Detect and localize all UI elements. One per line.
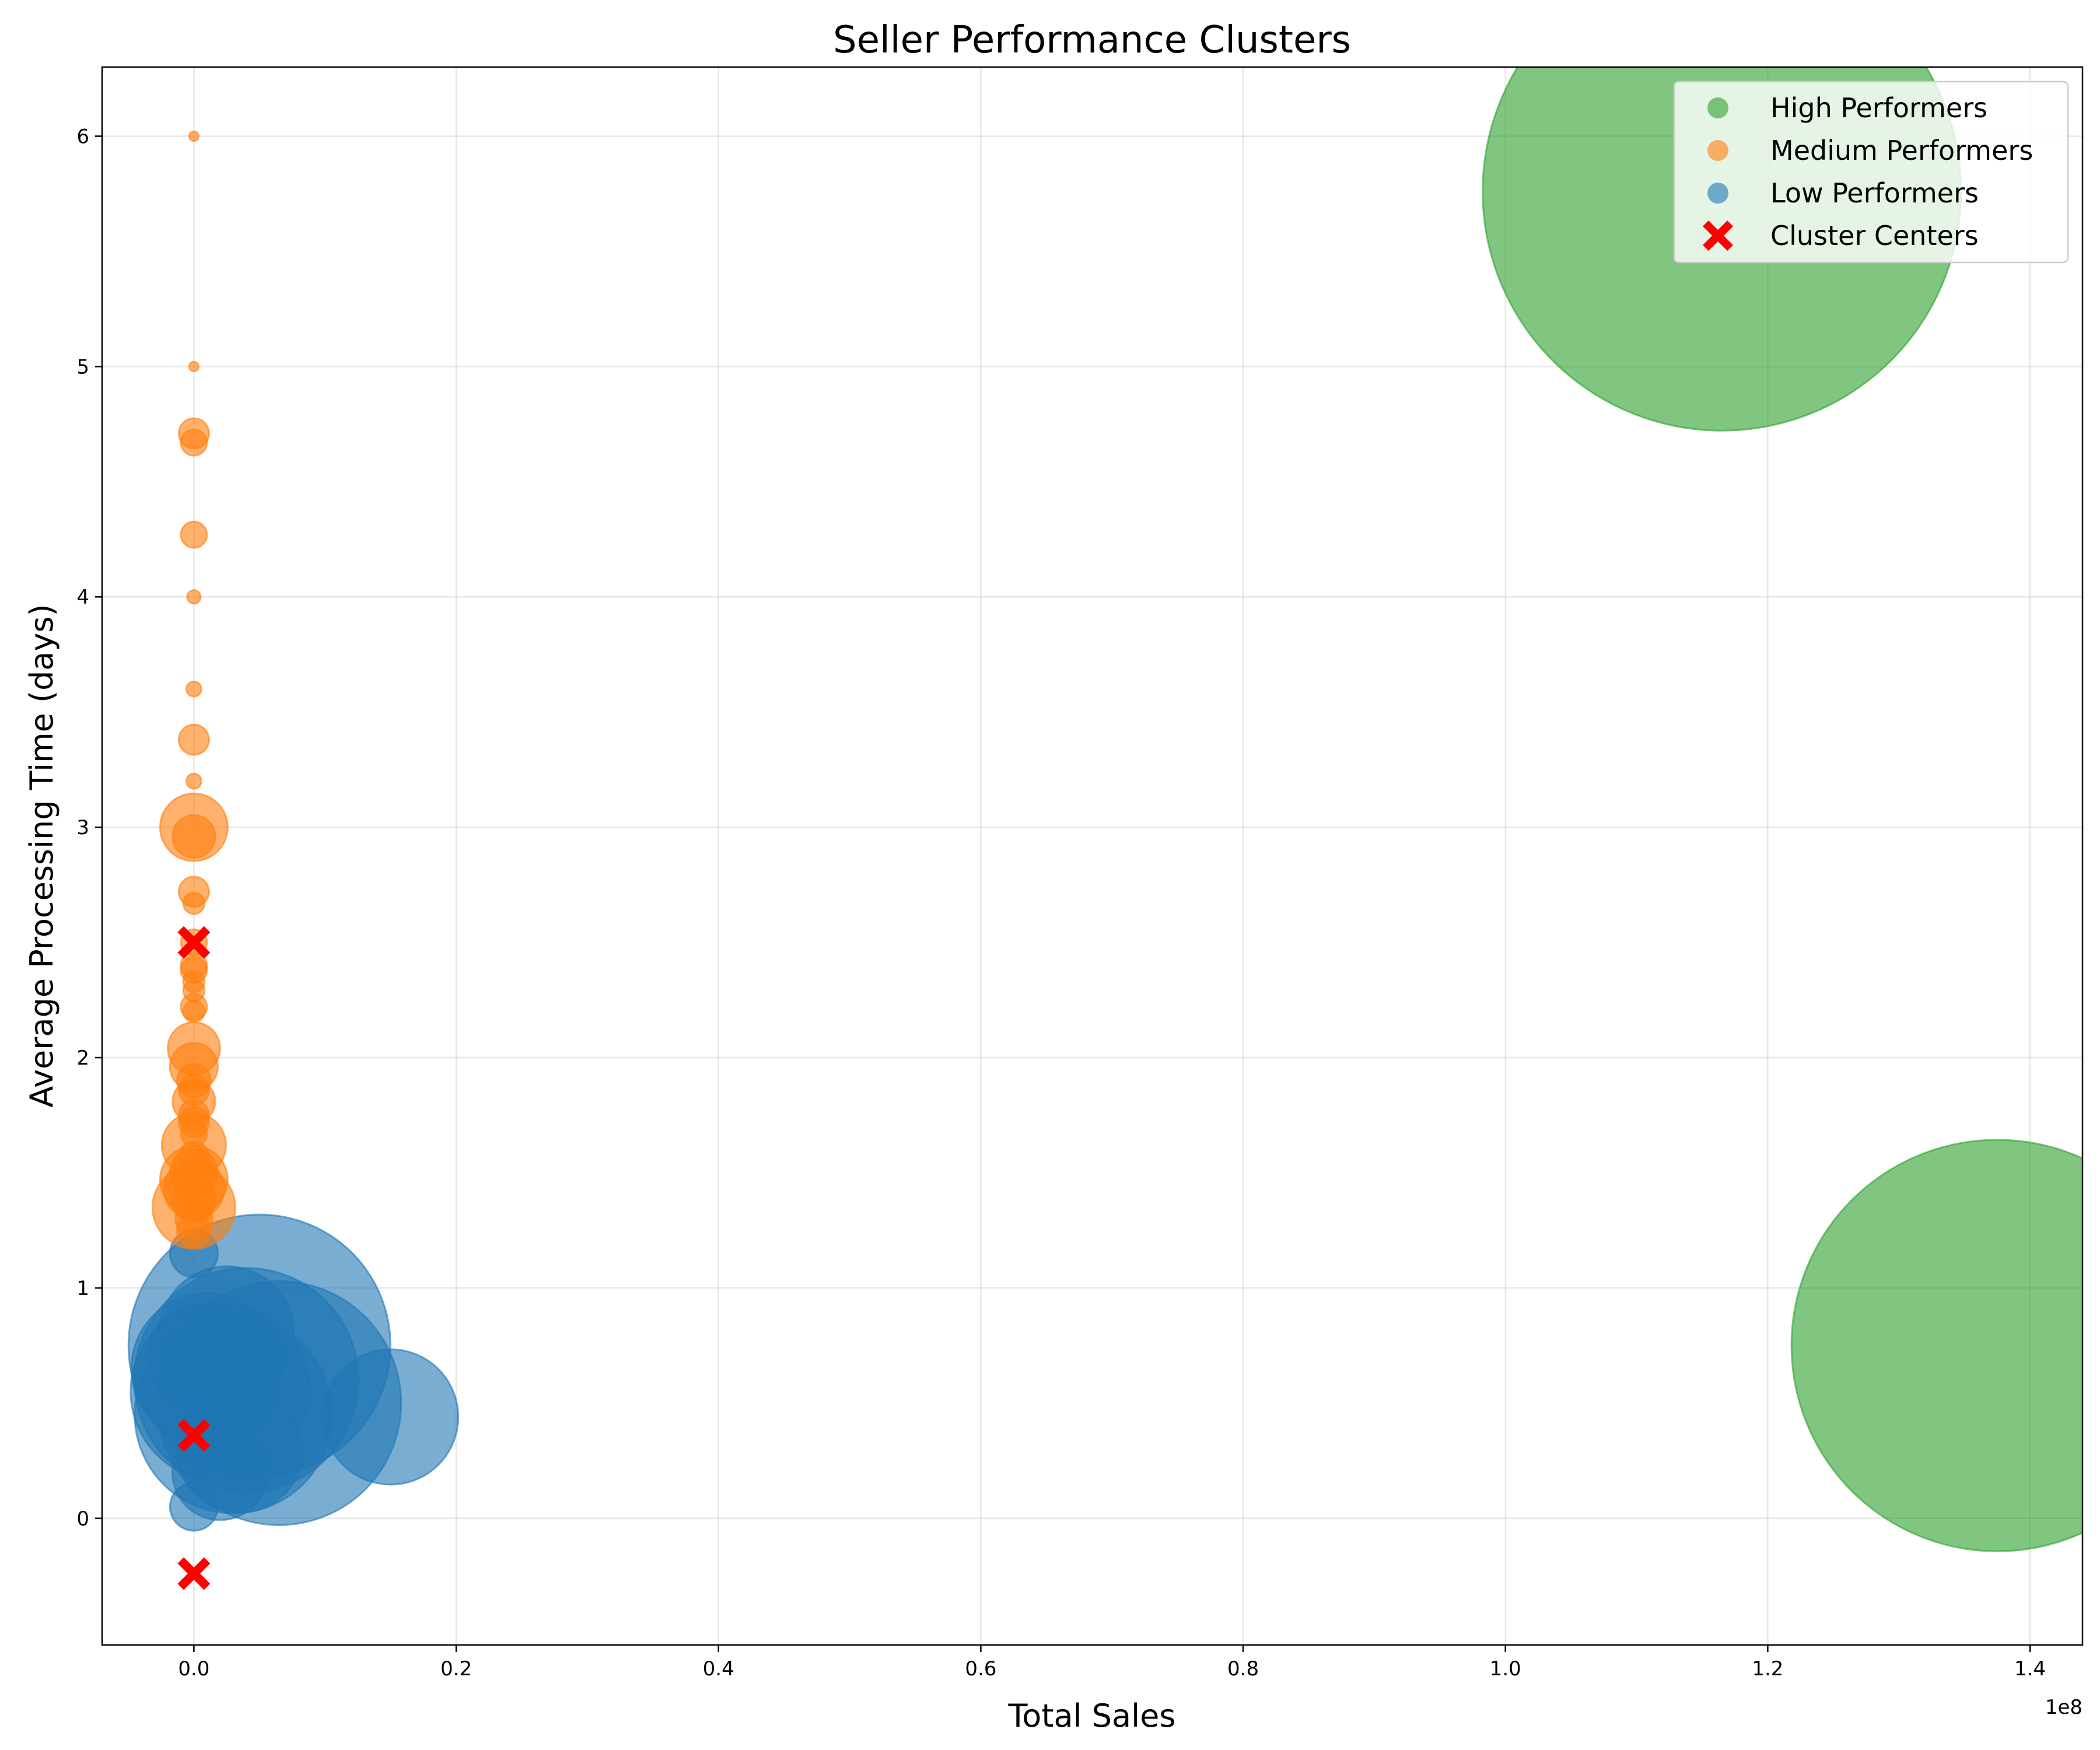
cluster-center-marker [177,926,211,959]
legend-marker-cluster-centers [1703,220,1733,251]
cluster-center-marker [177,1419,211,1452]
chart-title: Seller Performance Clusters [833,19,1351,62]
medium-performers-point [182,1000,206,1023]
plot-frame [101,66,2084,1646]
medium-performers-point [172,814,216,859]
axis-ticks: 0.0 0.2 0.4 0.6 0.8 1.0 1.2 1.4 0 1 2 3 4 5 6 [76,125,2046,1681]
x-axis-title: Total Sales [1007,1698,1175,1734]
legend-label: High Performers [1770,92,1987,124]
medium-performers-point [177,723,210,756]
low-performers-point [146,1303,255,1412]
legend-label: Low Performers [1770,177,1979,209]
x-tick-label: 0.6 [965,1657,996,1681]
medium-performers-point [185,772,202,790]
high-performers-point [1790,1139,2082,1552]
cluster-center-marker [177,1557,211,1590]
x-tick-label: 1.2 [1752,1657,1783,1681]
legend: High Performers Medium Performers Low Perf… [1673,80,2069,264]
medium-performers-point [188,130,200,142]
medium-performers-point [182,891,206,915]
x-tick-label: 0.0 [178,1657,209,1681]
legend-label: Cluster Centers [1770,220,1979,251]
medium-performers-point [185,680,202,698]
medium-performers-point [188,360,200,373]
medium-performers-point [180,428,208,457]
x-tick-label: 0.4 [703,1657,734,1681]
y-axis-title: Average Processing Time (days) [23,604,60,1107]
legend-box [1673,80,2069,264]
low-performers-point [169,1482,219,1532]
x-tick-label: 1.4 [2014,1657,2046,1681]
y-tick-label: 6 [76,125,89,148]
x-axis-offset-label: 1e8 [2045,1696,2082,1719]
low-performers-point [322,1348,460,1486]
y-tick-label: 0 [76,1507,89,1531]
y-tick-label: 3 [76,816,89,839]
x-tick-label: 0.2 [440,1657,472,1681]
y-tick-label: 1 [76,1277,89,1300]
grid [102,67,2082,1645]
y-tick-label: 2 [76,1046,89,1070]
medium-performers-point [176,1212,212,1248]
x-tick-label: 1.0 [1490,1657,1521,1681]
y-tick-label: 5 [76,355,89,379]
medium-performers-point [180,520,208,549]
medium-performers-point [186,589,202,605]
legend-marker [1707,183,1728,204]
y-tick-label: 4 [76,586,89,609]
legend-label: Medium Performers [1770,135,2033,166]
legend-marker [1707,97,1728,118]
legend-marker [1707,140,1728,161]
x-tick-label: 0.8 [1227,1657,1259,1681]
